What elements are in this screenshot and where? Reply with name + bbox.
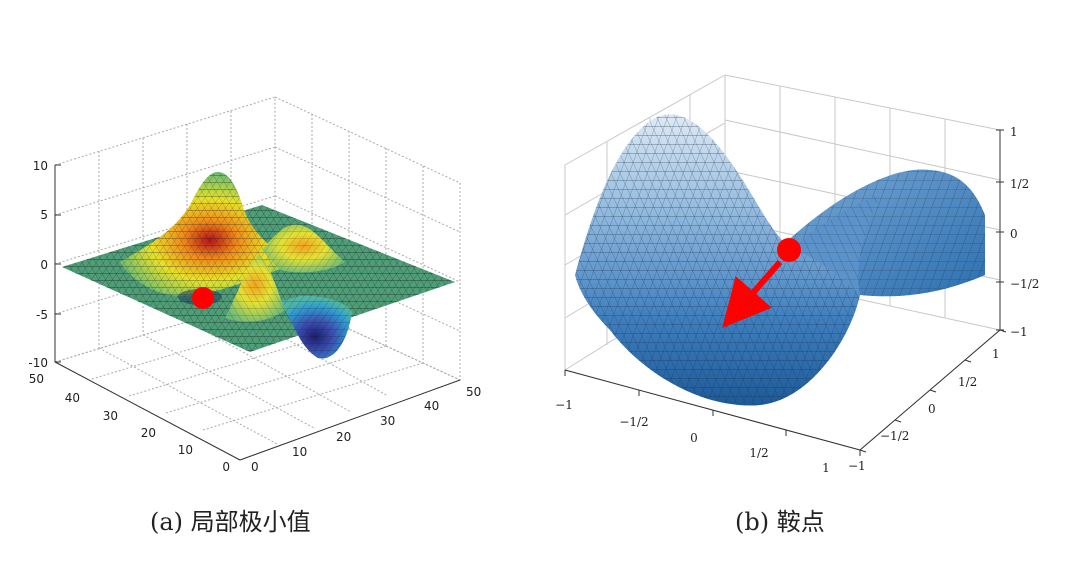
z-tick-label: −1 [1010, 325, 1028, 339]
y-tick-label: 1 [992, 347, 1000, 361]
z-tick-label: 10 [33, 159, 48, 173]
panel-saddle-point: 1 1/2 0 −1/2 −1 −1 −1/2 0 1/2 1 1 1/2 0 … [530, 0, 1083, 566]
tick-marks [564, 129, 1007, 456]
z-tick-label: 1 [1010, 125, 1018, 139]
caption-saddle-point: (b) 鞍点 [735, 508, 825, 536]
x-tick-label: −1/2 [619, 415, 648, 429]
y-tick-label: 0 [222, 460, 230, 474]
z-tick-label: 5 [40, 208, 48, 222]
descent-arrow [722, 260, 783, 329]
y-tick-label: −1 [848, 459, 866, 473]
x-tick-label: 1 [822, 461, 830, 475]
x-tick-label: 20 [336, 430, 351, 444]
x-tick-label: 40 [424, 399, 439, 413]
panel-local-minimum: 10 5 0 -5 -10 50 40 30 20 10 0 0 10 20 3… [0, 0, 520, 566]
y-tick-label: 30 [103, 409, 118, 423]
y-tick-label: 1/2 [958, 375, 977, 389]
y-tick-label: −1/2 [880, 429, 909, 443]
x-tick-label: 50 [466, 385, 481, 399]
x-tick-label: 10 [292, 445, 307, 459]
y-tick-label: 20 [141, 426, 156, 440]
caption-local-minimum: (a) 局部极小值 [150, 508, 311, 536]
x-tick-label: 30 [380, 414, 395, 428]
z-tick-label: −1/2 [1010, 277, 1039, 291]
z-tick-label: 0 [40, 258, 48, 272]
z-tick-label: -5 [36, 308, 48, 322]
y-tick-label: 50 [29, 372, 44, 386]
x-tick-label: 0 [690, 431, 698, 445]
tick-marks [55, 164, 61, 363]
x-tick-label: 0 [251, 460, 259, 474]
saddle-surface-plot: 1 1/2 0 −1/2 −1 −1 −1/2 0 1/2 1 1 1/2 0 … [555, 74, 1039, 475]
y-tick-label: 0 [928, 402, 936, 416]
local-minimum-marker [192, 287, 214, 309]
local-minimum-surface-plot: 10 5 0 -5 -10 50 40 30 20 10 0 0 10 20 3… [28, 96, 481, 474]
z-tick-label: 0 [1010, 227, 1018, 241]
y-tick-label: 10 [178, 443, 193, 457]
x-tick-label: −1 [555, 398, 573, 412]
z-tick-label: 1/2 [1010, 177, 1029, 191]
saddle-point-marker [777, 238, 801, 262]
z-tick-label: -10 [28, 356, 48, 370]
x-tick-label: 1/2 [749, 446, 768, 460]
y-tick-label: 40 [65, 391, 80, 405]
